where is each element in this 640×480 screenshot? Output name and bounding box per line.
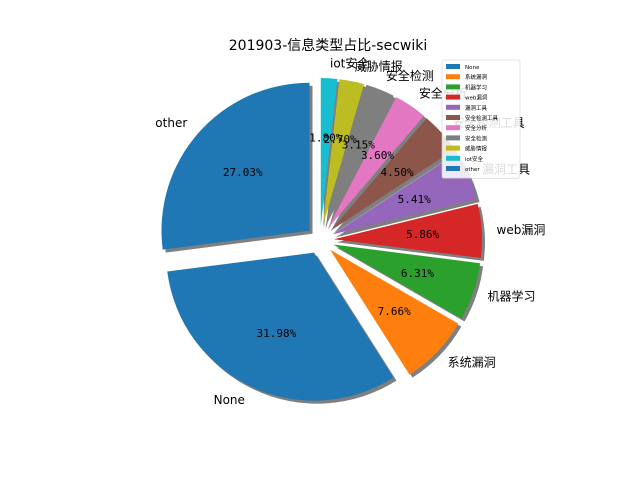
slice-0-wedge [161,82,310,250]
legend-swatch-3 [446,94,460,100]
slice-9-label: 威胁情报 [355,59,403,74]
legend-swatch-1 [446,74,460,80]
pie-slices [161,78,482,401]
slice-4-percent: 5.86% [406,228,439,241]
legend-entry-2: 机器学习 [465,83,487,91]
legend-swatch-8 [446,145,460,151]
legend-swatch-10 [446,166,460,171]
percentage-labels: 27.03% 31.98% 7.66% 6.31% 5.86% 5.41% 4.50% 3.6… [223,131,440,340]
slice-6-percent: 4.50% [381,166,414,179]
slice-2-label: 系统漏洞 [448,355,496,369]
legend-entry-7: 安全检测 [465,134,488,142]
slice-8-wedge [325,84,394,228]
slice-4-wedge [333,203,482,258]
slice-7-wedge [327,97,424,229]
legend-entry-0: None [465,65,480,71]
legend-entry-8: 威胁情报 [465,145,488,153]
slice-7-percent: 3.60% [361,149,394,162]
slice-5-wedge [332,153,477,235]
slice-8-percent: 3.15% [342,139,375,152]
legend-frame [441,59,521,179]
slice-4-label: web漏洞 [497,223,546,237]
legend-swatch-6 [446,125,460,131]
slice-10-wedge [320,78,338,227]
legend-entry-4: 漏洞工具 [465,104,488,112]
slice-0-label: other [155,116,187,130]
slice-10-percent: 1.80% [309,131,342,144]
legend-swatch-4 [446,104,460,110]
legend-swatch-0 [446,64,460,69]
legend-swatch-2 [446,84,460,90]
slice-2-percent: 7.66% [378,305,411,318]
legend-entry-6: 安全分析 [465,124,488,132]
legend-swatch-7 [446,135,460,141]
slice-3-label: 机器学习 [488,288,536,303]
slice-3-wedge [333,244,481,319]
slice-3-percent: 6.31% [401,267,434,280]
slice-8-shadow [328,87,397,231]
chart-title: 201903-信息类型占比-secwiki [229,37,428,54]
legend-entry-3: web漏洞 [465,94,488,102]
legend-entry-1: 系统漏洞 [465,73,488,81]
slice-2-wedge [330,249,459,375]
slice-5-percent: 5.41% [398,193,431,206]
slice-0-percent: 27.03% [223,166,263,179]
slice-9-wedge [322,79,365,227]
legend-entry-5: 安全检测工具 [465,114,499,122]
slice-1-wedge [167,252,394,401]
slice-9-percent: 2.70% [324,133,357,146]
legend-swatch-5 [446,115,460,120]
slice-6-wedge [330,118,455,231]
slice-1-label: None [214,393,245,407]
legend-entry-9: iot安全 [465,155,484,163]
slice-8-label: 安全检测 [386,68,434,83]
legend-entry-10: other [465,167,480,173]
slice-1-percent: 31.98% [256,327,296,340]
legend-swatch-9 [446,155,460,161]
slice-10-label: iot安全 [330,55,369,70]
